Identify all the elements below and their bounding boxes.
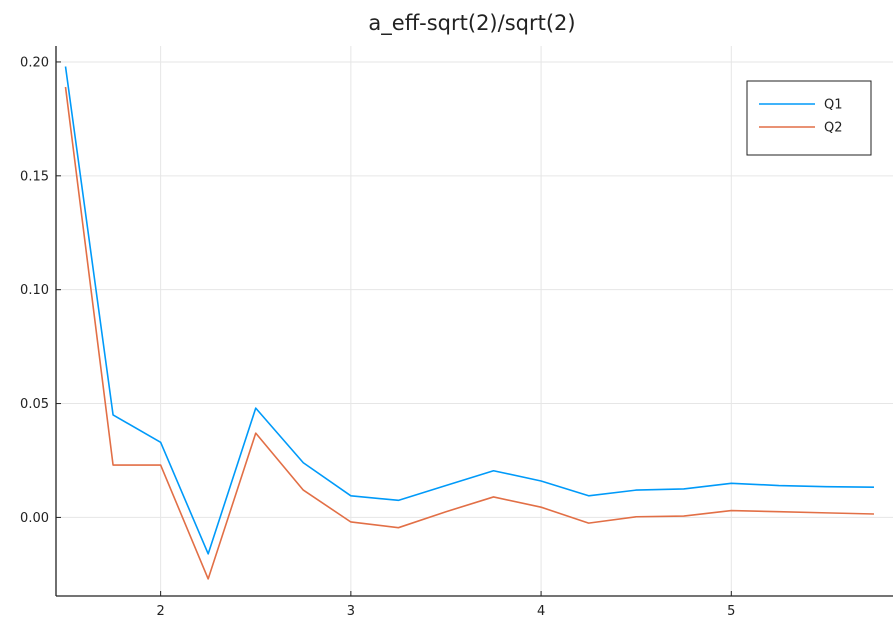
- y-tick-label: 0.20: [20, 55, 49, 70]
- legend-label-q1: Q1: [824, 98, 843, 113]
- axes: [55, 46, 893, 597]
- legend-label-q2: Q2: [824, 121, 843, 136]
- series-line-q2: [64, 86, 874, 580]
- y-tick-label: 0.05: [20, 397, 49, 412]
- y-tick-label: 0.10: [20, 283, 49, 298]
- x-tick-label: 3: [347, 604, 355, 619]
- chart-title: a_eff-sqrt(2)/sqrt(2): [368, 11, 575, 36]
- series-line-q1: [64, 66, 874, 555]
- x-tick-label: 2: [156, 604, 164, 619]
- series-lines: [64, 66, 874, 580]
- grid: [56, 46, 893, 596]
- ticks: 2 3 4 5 0.00 0.05 0.10 0.15 0.20: [20, 55, 735, 619]
- y-tick-label: 0.15: [20, 169, 49, 184]
- legend-box: [746, 80, 872, 156]
- x-tick-label: 4: [537, 604, 545, 619]
- y-tick-label: 0.00: [20, 511, 49, 526]
- legend: Q1 Q2: [746, 80, 872, 156]
- x-tick-label: 5: [727, 604, 735, 619]
